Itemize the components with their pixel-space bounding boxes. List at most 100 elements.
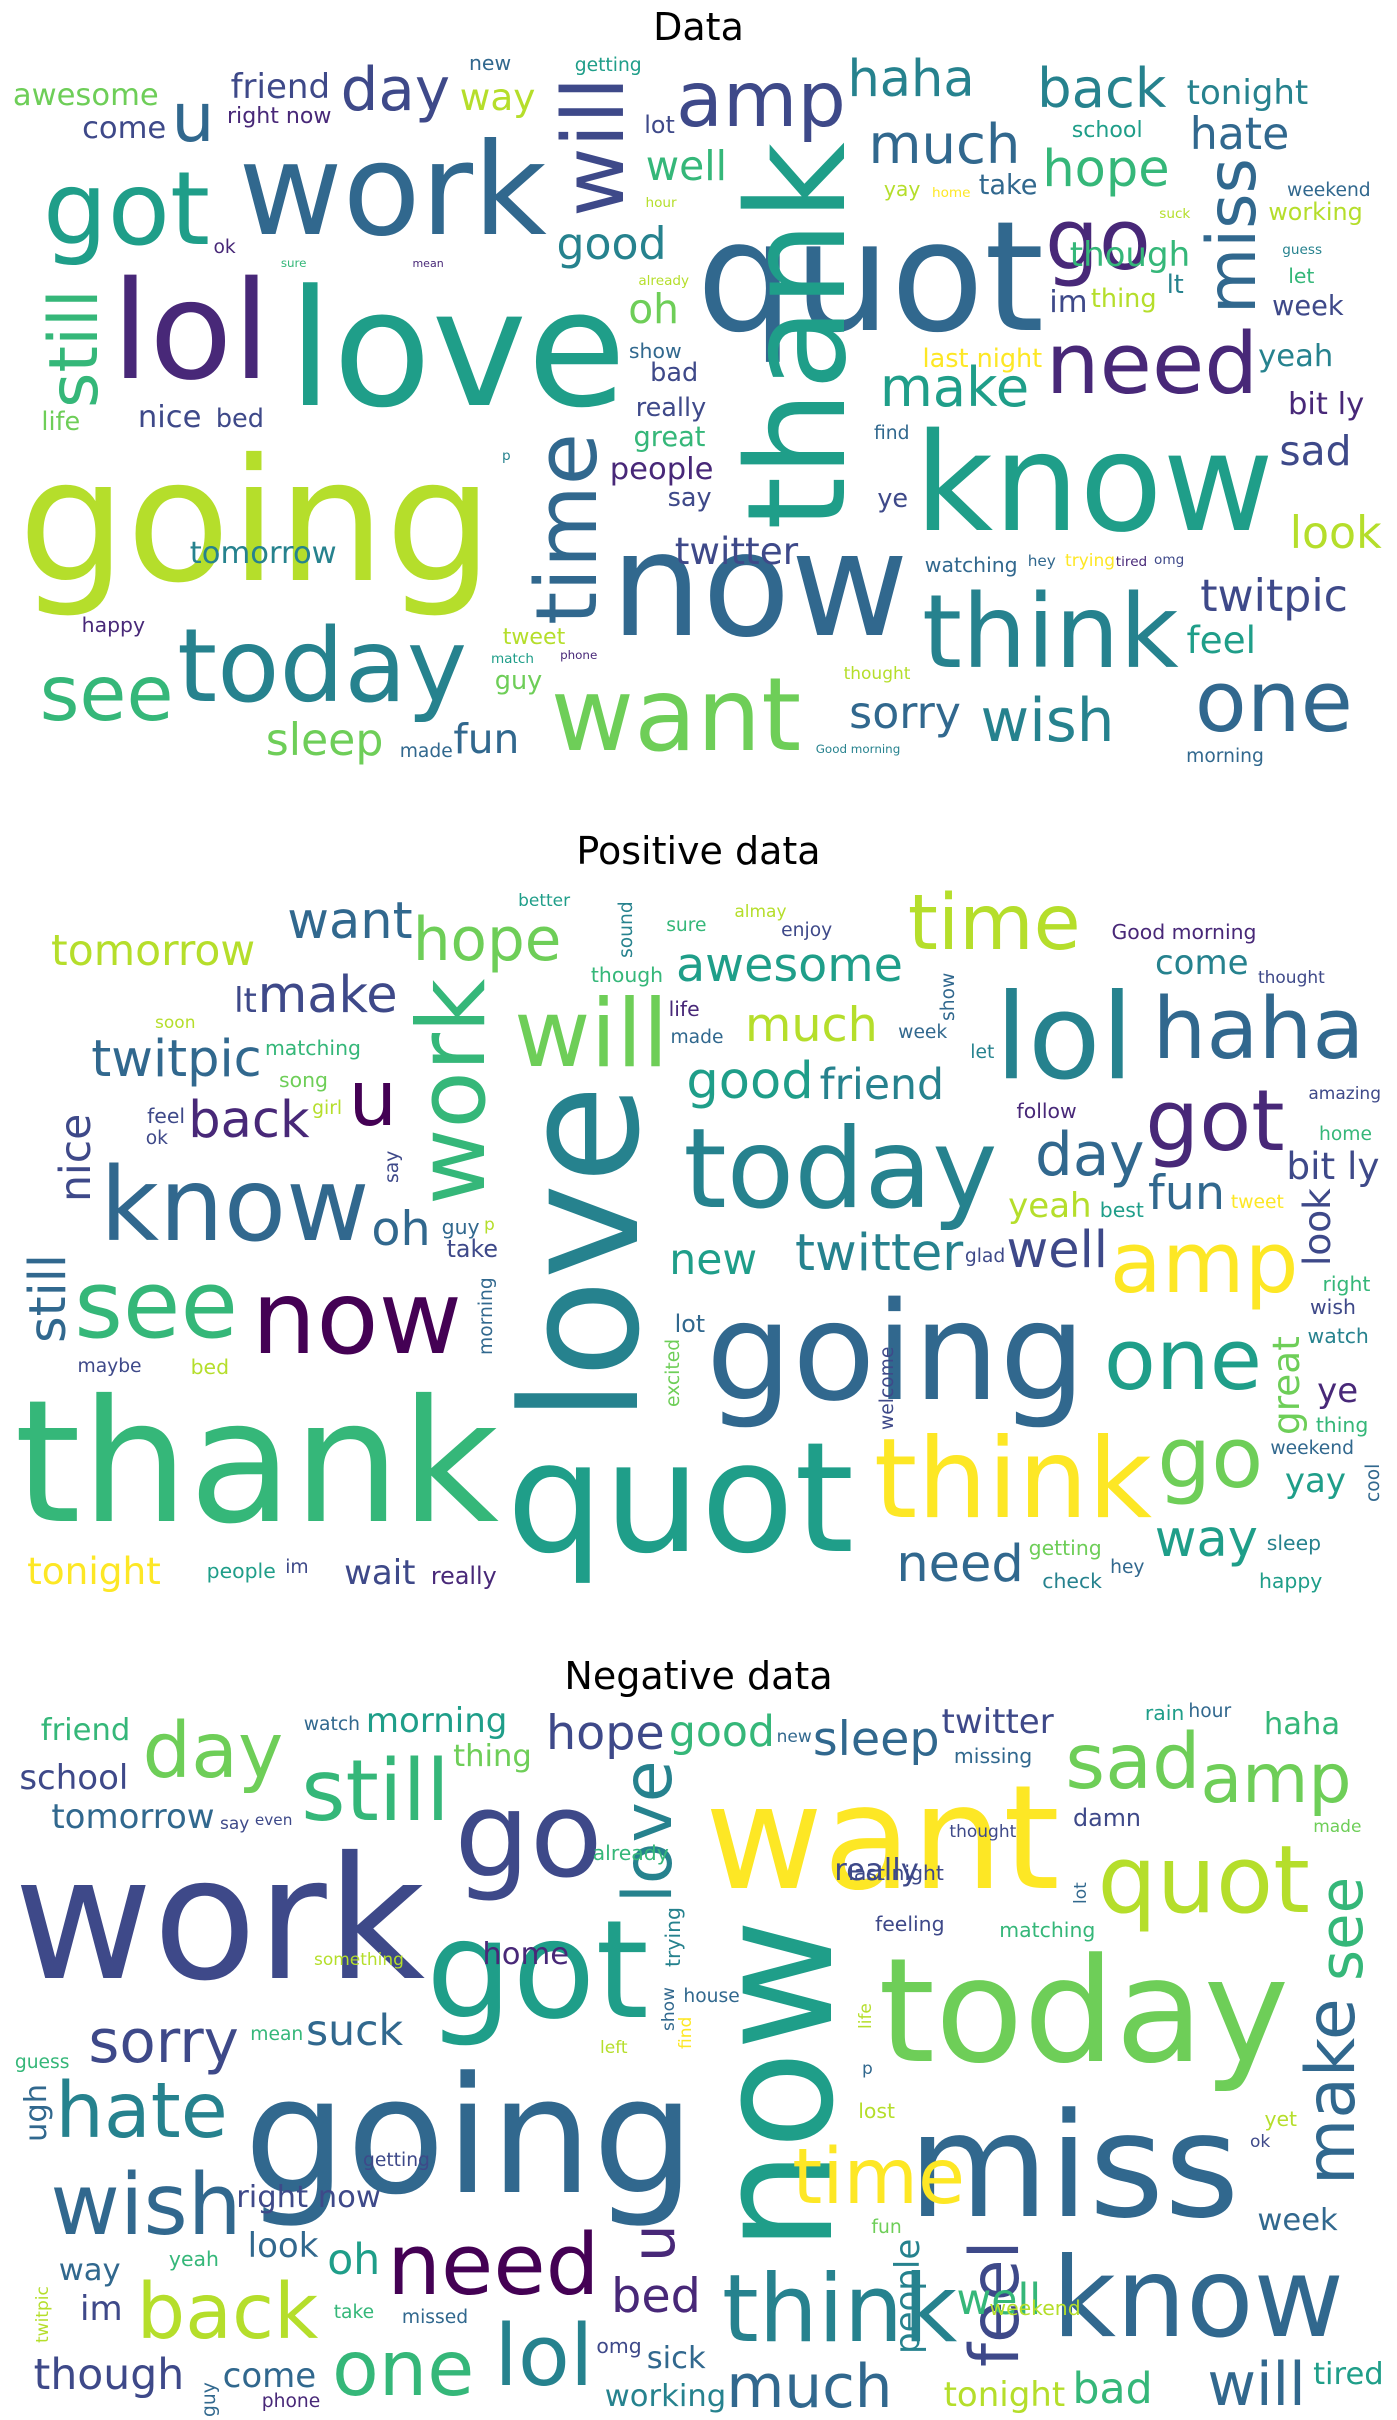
cloud-word: mean	[250, 2023, 304, 2045]
cloud-word: tweet	[502, 623, 566, 650]
cloud-word: today	[683, 1105, 998, 1235]
cloud-word: morning	[475, 1277, 497, 1356]
cloud-word: take	[446, 1235, 499, 1264]
cloud-word: getting	[1028, 1536, 1102, 1561]
cloud-word: home	[1318, 1124, 1372, 1146]
cloud-word: say	[381, 1150, 403, 1183]
cloud-word: great	[633, 421, 706, 453]
cloud-word: bed	[190, 1355, 230, 1380]
cloud-word: excited	[662, 1339, 684, 1408]
cloud-word: hour	[645, 195, 677, 212]
cloud-word: u	[348, 1055, 398, 1145]
cloud-word: much	[868, 112, 1021, 176]
cloud-word: still	[19, 1254, 79, 1344]
cloud-word: wish	[50, 2155, 242, 2255]
cloud-word: fun	[1147, 1165, 1226, 1221]
cloud-word: great	[1264, 1336, 1309, 1435]
cloud-word: day	[142, 1707, 284, 1796]
cloud-word: made	[1313, 1816, 1362, 1837]
panel-title: Positive data	[576, 829, 821, 873]
cloud-word: thought	[1257, 967, 1325, 988]
cloud-word: getting	[363, 2149, 430, 2171]
cloud-word: bad	[650, 358, 699, 389]
cloud-word: thing	[1090, 284, 1157, 315]
cloud-word: oh	[327, 2236, 381, 2286]
cloud-word: awesome	[12, 78, 159, 114]
cloud-word: well	[645, 141, 727, 190]
cloud-word: thought	[843, 664, 911, 685]
word-cloud: work going now miss today want got go know think q…	[10, 1700, 1387, 2420]
cloud-word: friend	[819, 1061, 944, 1111]
cloud-word: feeling	[875, 1911, 945, 1936]
cloud-word: say	[220, 1814, 250, 1835]
cloud-word: thank	[719, 142, 878, 531]
cloud-word: haha	[1263, 1707, 1341, 1743]
cloud-word: sorry	[88, 2008, 239, 2078]
cloud-word: going	[243, 2043, 695, 2232]
cloud-word: twitpic	[1200, 571, 1348, 623]
cloud-word: twitpic	[91, 1030, 262, 1090]
cloud-word: though	[1069, 234, 1191, 275]
cloud-word: girl	[312, 1098, 343, 1120]
cloud-word: find	[675, 2016, 696, 2050]
cloud-word: tonight	[943, 2374, 1066, 2415]
cloud-word: im	[1049, 284, 1088, 320]
cloud-word: left	[600, 2037, 628, 2058]
cloud-word: mean	[412, 257, 444, 271]
cloud-word: need	[896, 1535, 1024, 1595]
cloud-word: way	[459, 75, 536, 120]
cloud-word: go	[1157, 1408, 1264, 1508]
cloud-word: back	[1037, 56, 1167, 120]
cloud-word: good	[686, 1052, 814, 1112]
cloud-word: lt	[1166, 269, 1184, 300]
cloud-word: make	[257, 965, 398, 1025]
cloud-word: going	[18, 422, 494, 621]
cloud-word: good	[556, 218, 667, 270]
cloud-word: life	[41, 406, 81, 437]
cloud-word: match	[490, 650, 534, 667]
cloud-word: u	[619, 2224, 689, 2262]
cloud-word: ugh	[18, 2084, 54, 2143]
cloud-word: sad	[1279, 427, 1352, 476]
cloud-word: almay	[734, 902, 787, 923]
cloud-word: work	[238, 117, 547, 266]
cloud-word: Good morning	[1111, 919, 1257, 944]
cloud-word: made	[399, 741, 453, 763]
cloud-word: feel	[1186, 618, 1257, 663]
cloud-word: weekend	[1270, 1437, 1354, 1459]
cloud-word: life	[668, 996, 700, 1021]
cloud-word: need	[1045, 315, 1259, 415]
word-cloud: going love quot now know lol thank work today wan…	[10, 50, 1387, 770]
cloud-word: yay	[883, 177, 921, 202]
cloud-word: though	[33, 2350, 185, 2400]
cloud-word: tired	[1115, 554, 1148, 571]
cloud-word: really	[635, 392, 707, 423]
cloud-word: p	[501, 448, 511, 465]
cloud-word: day	[1035, 1121, 1145, 1191]
cloud-word: school	[19, 1757, 129, 1798]
cloud-word: im	[285, 1557, 309, 1579]
cloud-word: come	[222, 2356, 317, 2397]
cloud-word: watch	[1307, 1324, 1369, 1349]
cloud-word: people	[609, 451, 714, 487]
cloud-word: time	[907, 879, 1081, 969]
cloud-word: welcome	[876, 1346, 898, 1431]
cloud-word: today	[878, 1928, 1290, 2097]
cloud-word: wait	[344, 1552, 416, 1593]
cloud-word: omg	[596, 2333, 642, 2358]
cloud-word: twitter	[674, 528, 799, 573]
cloud-word: know	[100, 1146, 370, 1266]
cloud-word: twitpic	[32, 2286, 53, 2344]
cloud-word: ok	[1249, 2132, 1271, 2153]
cloud-word: still	[301, 1742, 450, 1842]
cloud-word: much	[744, 998, 878, 1054]
cloud-word: think	[921, 573, 1179, 693]
cloud-word: new	[669, 1235, 758, 1285]
cloud-word: lol	[111, 252, 271, 411]
cloud-word: hope	[1042, 140, 1170, 200]
cloud-word: ye	[1317, 1371, 1359, 1412]
cloud-word: amp	[1200, 1740, 1352, 1820]
cloud-word: one	[1103, 1311, 1263, 1411]
cloud-word: sure	[280, 255, 307, 270]
cloud-word: lost	[858, 2098, 896, 2123]
